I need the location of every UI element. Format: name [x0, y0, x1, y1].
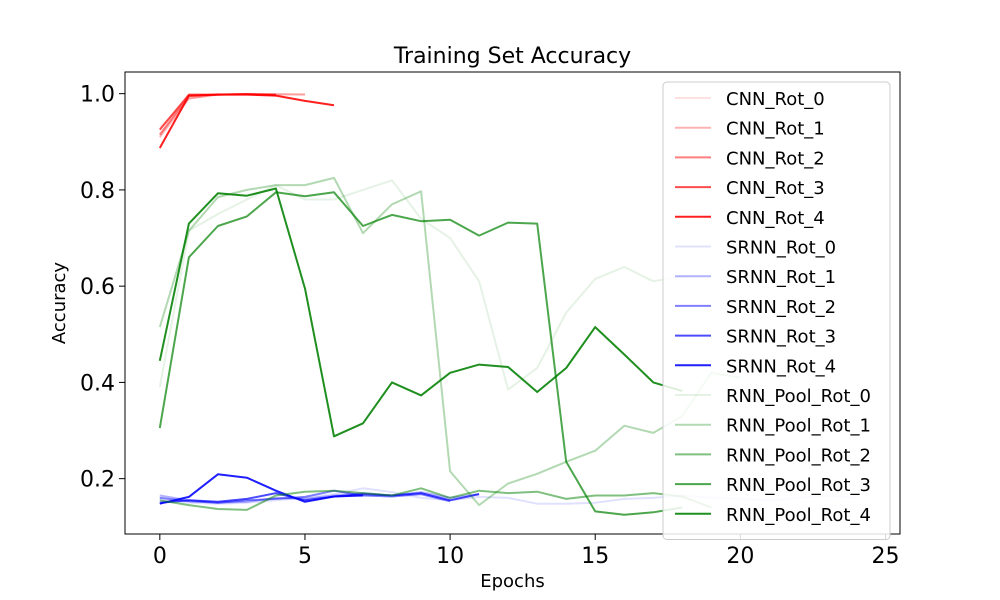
x-tick-label: 25	[871, 544, 899, 569]
legend-label: RNN_Pool_Rot_0	[726, 386, 871, 407]
series-line-cnn-rot-4	[158, 93, 335, 149]
legend-label: CNN_Rot_2	[726, 148, 825, 169]
legend-label: SRNN_Rot_4	[726, 356, 836, 377]
y-tick-label: 0.4	[80, 371, 115, 396]
legend-label: CNN_Rot_1	[726, 119, 825, 140]
series-line-rnn-pool-rot-4	[158, 187, 683, 438]
chart-title: Training Set Accuracy	[393, 44, 631, 69]
y-tick-label: 1.0	[80, 83, 115, 108]
plot-lines	[158, 93, 857, 516]
legend-label: RNN_Pool_Rot_1	[726, 416, 871, 437]
y-tick-label: 0.8	[80, 179, 115, 204]
y-tick-label: 0.2	[80, 468, 115, 493]
x-tick-label: 10	[436, 544, 464, 569]
legend-label: CNN_Rot_3	[726, 178, 825, 199]
x-tick-label: 0	[153, 544, 167, 569]
y-tick-label: 0.6	[80, 275, 115, 300]
y-axis-ticks: 0.2 0.4 0.6 0.8 1.0	[80, 83, 125, 493]
x-tick-label: 20	[726, 544, 754, 569]
series-line-rnn-pool-rot-1	[158, 176, 741, 507]
series-line-rnn-pool-rot-3	[158, 191, 683, 516]
legend: CNN_Rot_0 CNN_Rot_1 CNN_Rot_2 CNN_Rot_3 CNN_…	[662, 81, 891, 540]
legend-label: SRNN_Rot_2	[726, 297, 836, 318]
legend-label: RNN_Pool_Rot_3	[726, 475, 871, 496]
y-axis-label: Accuracy	[49, 262, 70, 345]
legend-label: SRNN_Rot_3	[726, 327, 836, 348]
x-tick-label: 15	[581, 544, 609, 569]
legend-label: RNN_Pool_Rot_2	[726, 445, 871, 466]
x-axis-label: Epochs	[480, 571, 545, 592]
legend-label: SRNN_Rot_0	[726, 238, 836, 259]
legend-label: CNN_Rot_4	[726, 208, 825, 229]
x-tick-label: 5	[298, 544, 312, 569]
plot-frame	[124, 71, 901, 535]
series-line-cnn-rot-1	[159, 93, 306, 138]
series-line-rnn-pool-rot-0	[158, 179, 683, 391]
series-line-rnn-pool-rot-2	[159, 487, 712, 511]
legend-label: RNN_Pool_Rot_4	[726, 505, 871, 526]
x-axis-ticks: 0 5 10 15 20 25	[153, 534, 899, 569]
series-line-srnn-rot-4	[159, 473, 364, 505]
legend-box	[662, 81, 891, 540]
legend-label: CNN_Rot_0	[726, 89, 825, 110]
legend-label: SRNN_Rot_1	[726, 267, 836, 288]
